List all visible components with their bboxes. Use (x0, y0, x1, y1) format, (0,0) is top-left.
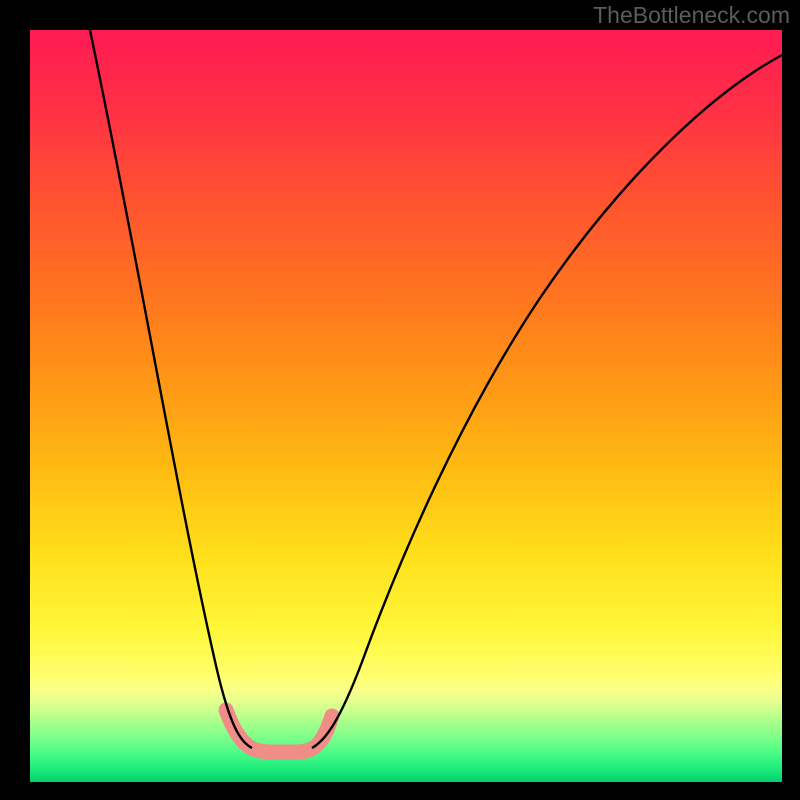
curves-layer (30, 30, 782, 782)
curve-left (90, 30, 252, 748)
curve-right (312, 55, 782, 748)
watermark-text: TheBottleneck.com (593, 2, 790, 29)
stage: TheBottleneck.com (0, 0, 800, 800)
plot-area (30, 30, 782, 782)
